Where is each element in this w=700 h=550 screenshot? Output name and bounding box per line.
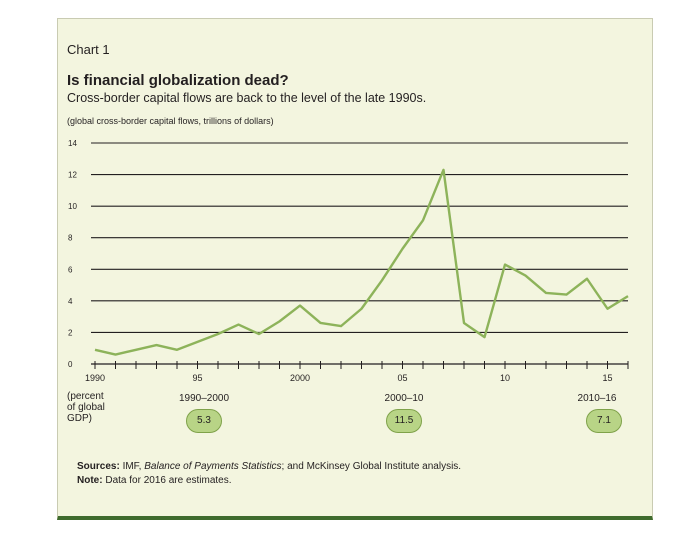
sources-text-rest: ; and McKinsey Global Institute analysis… [281, 461, 462, 472]
y-tick-label: 0 [68, 360, 73, 369]
y-tick-label: 8 [68, 234, 73, 243]
estimate-note: Note: Data for 2016 are estimates. [77, 475, 232, 486]
y-tick-label: 4 [68, 297, 73, 306]
note-text: Data for 2016 are estimates. [105, 475, 232, 486]
x-tick-label: 2000 [290, 373, 310, 383]
unit-note: (global cross-border capital flows, tril… [67, 116, 274, 126]
y-tick-label: 6 [68, 265, 73, 274]
period-gdp-badge: 5.3 [186, 409, 222, 433]
sources-label: Sources: [77, 461, 120, 472]
chart-subtitle: Cross-border capital flows are back to t… [67, 91, 427, 105]
y-tick-label: 2 [68, 328, 73, 337]
note-label: Note: [77, 475, 103, 486]
series-line [94, 168, 629, 356]
x-tick-label: 05 [397, 373, 407, 383]
sources-publication: Balance of Payments Statistics [144, 461, 282, 472]
percent-gdp-note-line: GDP) [67, 413, 92, 424]
sources-note: Sources: IMF, Balance of Payments Statis… [77, 461, 461, 472]
percent-gdp-note-line: (percent [67, 391, 104, 402]
sources-text: IMF, [122, 461, 145, 472]
x-tick-label: 1990 [85, 373, 105, 383]
chart-title: Is financial globalization dead? [67, 72, 289, 89]
y-tick-label: 14 [68, 139, 77, 148]
x-tick-label: 10 [500, 373, 510, 383]
percent-gdp-note: (percent of global GDP) [67, 391, 105, 424]
y-tick-label: 12 [68, 171, 77, 180]
chart-number: Chart 1 [67, 42, 110, 57]
period-gdp-badge: 11.5 [386, 409, 422, 433]
x-tick-label: 95 [192, 373, 202, 383]
x-tick-label: 15 [602, 373, 612, 383]
period-label: 1990–2000 [178, 393, 230, 404]
period-gdp-badge: 7.1 [586, 409, 622, 433]
period-label: 2000–10 [384, 393, 424, 404]
period-label: 2010–16 [577, 393, 617, 404]
percent-gdp-note-line: of global [67, 402, 105, 413]
y-tick-label: 10 [68, 202, 77, 211]
